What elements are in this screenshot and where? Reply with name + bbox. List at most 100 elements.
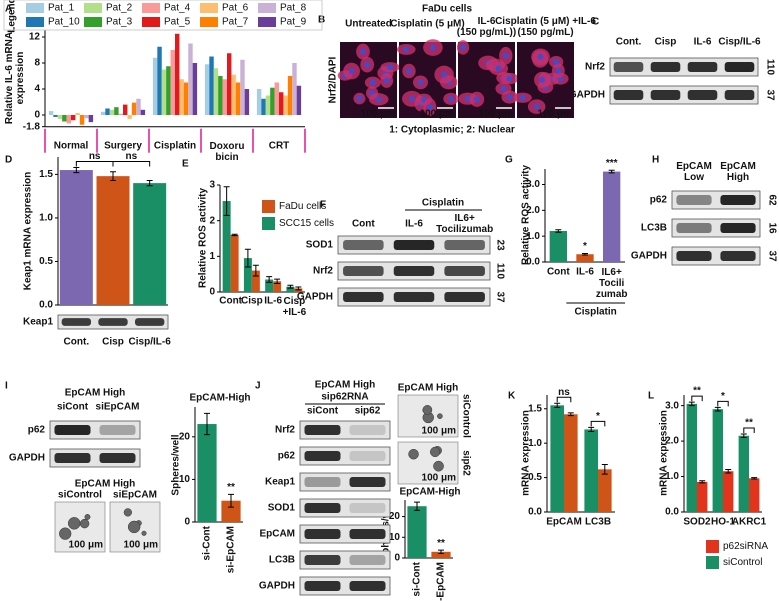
nucleus (359, 48, 366, 55)
sphere (433, 460, 444, 472)
blot-band (650, 89, 681, 101)
protein-label: Keap1 (23, 317, 53, 328)
blot-band (98, 318, 128, 326)
protein-label: EpCAM (259, 529, 295, 540)
scale-label: 100 μm (479, 109, 514, 120)
blot-band (304, 580, 341, 592)
y-tick-label: 0 (34, 110, 40, 121)
y-axis-label: Relative IL-6 mRNAexpression (4, 32, 26, 124)
bar (204, 64, 210, 115)
sphere-image (397, 441, 459, 485)
bar (243, 258, 252, 292)
x-tick-label: si-Cont (412, 561, 423, 596)
error-bar (567, 412, 574, 417)
significance-label: ** (745, 418, 753, 429)
protein-label: Nrf2 (275, 425, 295, 436)
bar (71, 115, 76, 121)
sphere (422, 405, 433, 415)
legend-label: Pat_4 (164, 3, 191, 14)
panel-letter: H (652, 155, 659, 166)
bar (222, 201, 231, 292)
chart-title: EpCAM-High (189, 393, 250, 404)
legend-swatch (142, 17, 160, 27)
error-bar (725, 468, 732, 474)
bar (105, 108, 110, 115)
y-tick-label: 2 (209, 215, 215, 226)
bar (265, 95, 271, 115)
nucleus (447, 95, 454, 102)
blot-band (349, 476, 386, 488)
bar (209, 56, 214, 115)
x-tick-label: Cont (547, 267, 570, 278)
panel-letter: L (648, 391, 654, 402)
significance-bracket (717, 400, 729, 407)
lane-label: IL-6 (405, 219, 423, 230)
bar (118, 113, 123, 115)
protein-label: SOD1 (268, 503, 296, 514)
legend-swatch (84, 3, 102, 13)
legend-swatch (258, 3, 276, 13)
blot-band (343, 265, 384, 277)
legend-title: Legend (7, 0, 18, 33)
legend-label: Pat_7 (222, 17, 249, 28)
error-bar (751, 477, 758, 480)
x-tick-label: si-EpCAM (436, 562, 447, 601)
legend-label: Pat_6 (222, 3, 249, 14)
sphere (84, 514, 91, 520)
y-tick-label: 0.0 (665, 507, 679, 518)
y-tick-label: 3 (209, 180, 215, 191)
y-tick-label: 1.5 (39, 169, 53, 180)
panel-letter: J (255, 381, 261, 392)
y-tick-label: 0.0 (528, 507, 542, 518)
blot-band (724, 61, 755, 73)
bar (136, 98, 141, 115)
blot-band (349, 528, 386, 540)
legend-swatch (200, 3, 218, 13)
nucleus (500, 85, 507, 92)
error-bar (295, 286, 302, 291)
legend-label: FaDu cells (279, 201, 326, 212)
size-label: 110 (764, 59, 775, 76)
error-bar (244, 248, 251, 268)
error-bar (554, 402, 561, 408)
bar (161, 69, 167, 115)
panel-letter: D (5, 155, 12, 166)
y-tick-label: 2.0 (665, 436, 679, 447)
bar (598, 469, 612, 512)
legend-label: p62siRNA (723, 541, 768, 552)
bar (265, 279, 274, 292)
significance-label: ns (89, 151, 101, 162)
legend-box (3, 0, 323, 31)
blot-band (135, 318, 165, 326)
blot-band (613, 89, 644, 101)
sphere-title: EpCAM High (398, 383, 459, 394)
lane-label: siCont (57, 402, 89, 413)
bar (270, 87, 275, 115)
lane-label: sip62 (355, 406, 381, 417)
blot-strip (609, 85, 759, 105)
blot-band (349, 554, 386, 566)
y-tick-label: 0.0 (526, 257, 540, 268)
bar (686, 403, 697, 512)
scale-label: 100 μm (361, 109, 396, 120)
protein-label: GAPDH (259, 581, 295, 592)
bar (296, 85, 302, 115)
y-axis-label: Relative ROS activity (521, 165, 532, 265)
bar (192, 63, 198, 115)
sphere (437, 413, 443, 419)
blot-band (343, 239, 384, 251)
nucleus (408, 95, 415, 102)
blot-band (676, 194, 712, 206)
bar (53, 115, 58, 117)
legend-swatch (706, 556, 719, 569)
bar (697, 481, 708, 512)
significance-bracket (590, 420, 606, 427)
y-tick-label: 10 (179, 474, 191, 485)
x-tick-label: Surgery (104, 141, 142, 152)
panel-letter: F (320, 200, 326, 211)
y-axis-label: mRNA expression (659, 410, 670, 496)
legend-label: Pat_3 (106, 17, 133, 28)
bar (152, 57, 158, 115)
y-tick-label: 0.5 (39, 256, 53, 267)
scale-label: 100 μm (422, 426, 457, 437)
